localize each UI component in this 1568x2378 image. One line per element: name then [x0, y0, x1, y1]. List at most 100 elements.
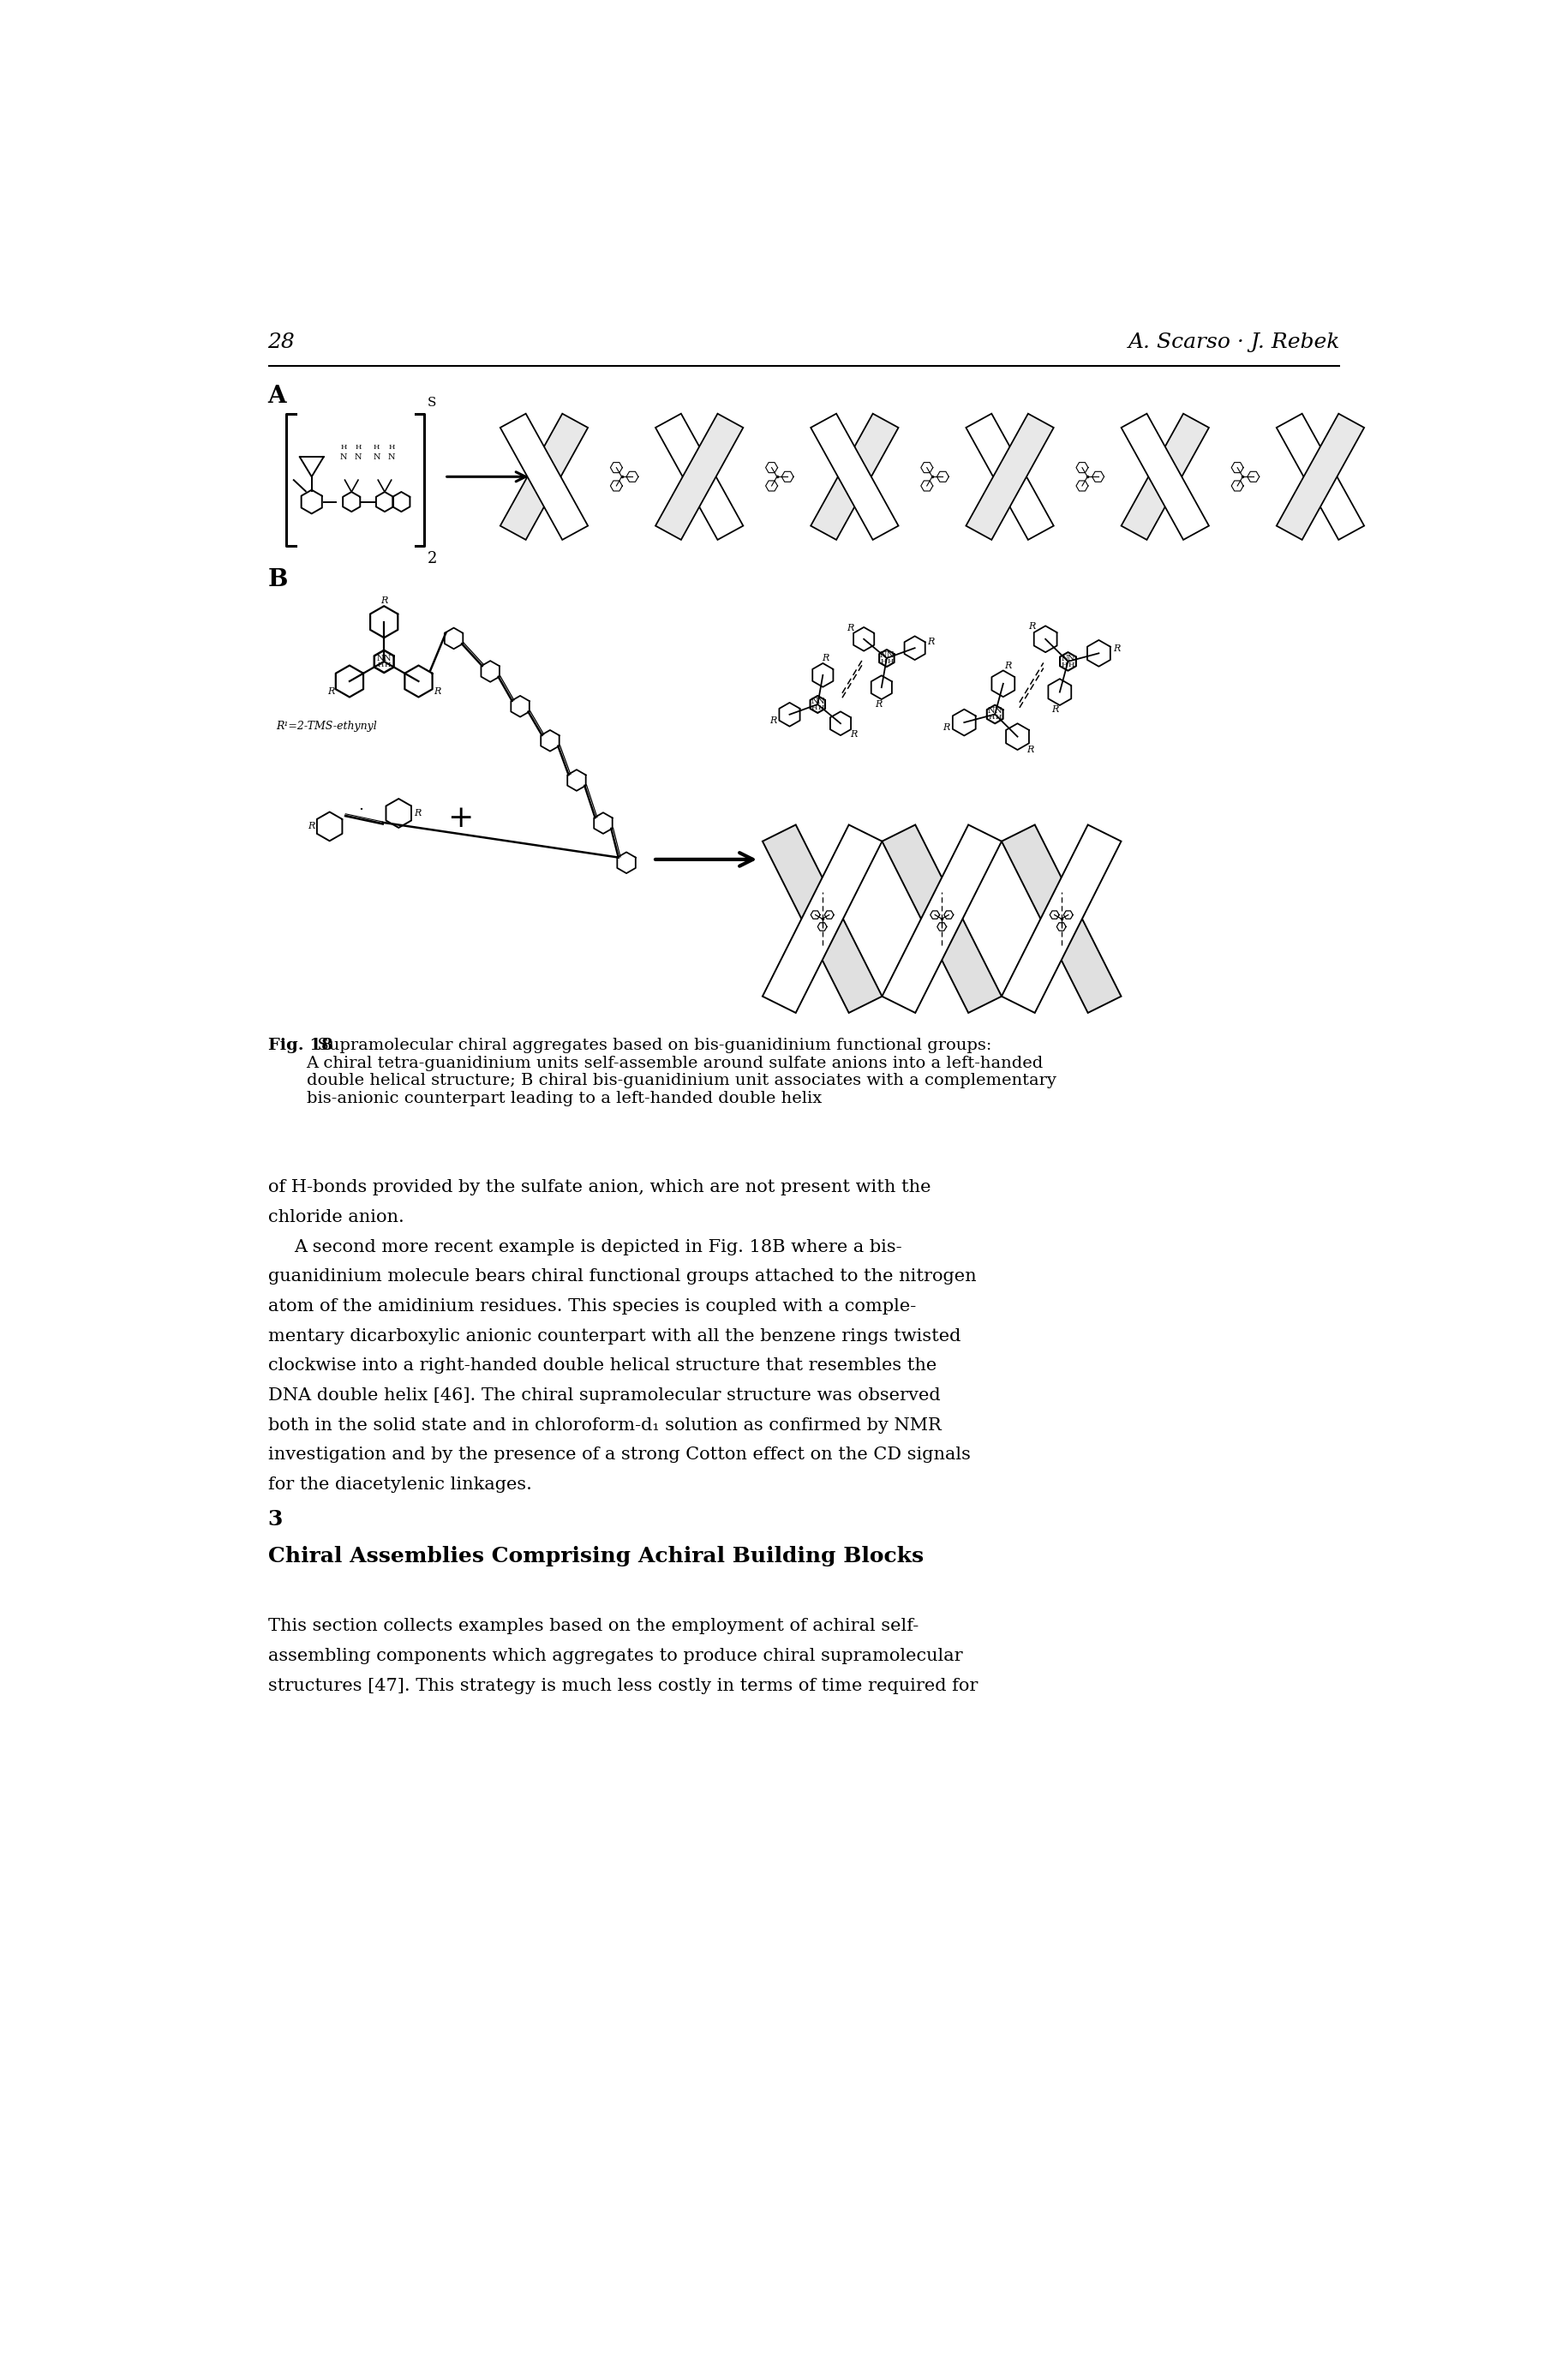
Text: A: A [268, 385, 287, 407]
Text: N: N [373, 454, 379, 461]
Text: H: H [988, 713, 994, 721]
Text: R: R [875, 699, 881, 709]
Text: R: R [927, 637, 935, 647]
Polygon shape [809, 697, 825, 713]
Polygon shape [779, 702, 800, 725]
Text: R: R [770, 716, 776, 725]
Text: for the diacetylenic linkages.: for the diacetylenic linkages. [268, 1477, 532, 1493]
Text: R: R [1004, 661, 1011, 671]
Text: R: R [379, 597, 387, 604]
Text: Supramolecular chiral aggregates based on bis-guanidinium functional groups:
⁠A : Supramolecular chiral aggregates based o… [306, 1037, 1055, 1106]
Text: N: N [994, 706, 1002, 716]
Text: structures [47]. This strategy is much less costly in terms of time required for: structures [47]. This strategy is much l… [268, 1676, 977, 1693]
Polygon shape [966, 414, 1054, 540]
Text: R: R [1029, 621, 1035, 630]
Text: A second more recent example is depicted in Fig. 18B where a bis-: A second more recent example is depicted… [295, 1239, 902, 1256]
Polygon shape [762, 825, 881, 1013]
Text: H: H [354, 445, 361, 449]
Text: N: N [340, 454, 347, 461]
Text: R: R [433, 687, 441, 697]
Text: H: H [373, 445, 379, 449]
Text: atom of the amidinium residues. This species is coupled with a comple-: atom of the amidinium residues. This spe… [268, 1298, 916, 1315]
Text: R: R [850, 730, 856, 740]
Polygon shape [811, 414, 898, 540]
Text: S: S [426, 397, 436, 409]
Text: R: R [328, 687, 334, 697]
Polygon shape [870, 675, 891, 699]
Text: R: R [307, 823, 315, 830]
Text: mentary dicarboxylic anionic counterpart with all the benzene rings twisted: mentary dicarboxylic anionic counterpart… [268, 1327, 960, 1344]
Text: A. Scarso · J. Rebek: A. Scarso · J. Rebek [1127, 333, 1339, 352]
Polygon shape [655, 414, 743, 540]
Polygon shape [952, 709, 975, 735]
Polygon shape [881, 825, 1000, 1013]
Text: ·: · [358, 801, 364, 818]
Text: H: H [384, 661, 390, 668]
Text: Fig. 18: Fig. 18 [268, 1037, 332, 1053]
Polygon shape [500, 414, 588, 540]
Polygon shape [812, 663, 833, 687]
Text: N: N [376, 654, 384, 661]
Polygon shape [1276, 414, 1364, 540]
Polygon shape [762, 825, 881, 1013]
Text: 28: 28 [268, 333, 295, 352]
Text: R: R [942, 723, 949, 732]
Polygon shape [405, 666, 433, 697]
Text: H: H [1062, 661, 1068, 668]
Text: Chiral Assemblies Comprising Achiral Building Blocks: Chiral Assemblies Comprising Achiral Bui… [268, 1546, 924, 1567]
Polygon shape [991, 671, 1014, 697]
Text: N: N [1060, 654, 1068, 661]
Text: chloride anion.: chloride anion. [268, 1208, 403, 1225]
Polygon shape [1000, 825, 1121, 1013]
Text: R: R [1113, 644, 1120, 654]
Text: H: H [886, 659, 892, 666]
Text: H: H [994, 713, 1000, 721]
Polygon shape [829, 711, 850, 735]
Text: N: N [988, 706, 994, 716]
Text: of H-bonds provided by the sulfate anion, which are not present with the: of H-bonds provided by the sulfate anion… [268, 1179, 930, 1196]
Text: R: R [414, 809, 420, 818]
Polygon shape [500, 414, 588, 540]
Polygon shape [336, 666, 364, 697]
Polygon shape [370, 606, 398, 637]
Polygon shape [1000, 825, 1121, 1013]
Text: N: N [1068, 654, 1074, 661]
Polygon shape [878, 649, 894, 666]
Text: This section collects examples based on the employment of achiral self-: This section collects examples based on … [268, 1619, 917, 1634]
Polygon shape [986, 704, 1002, 723]
Polygon shape [903, 637, 925, 659]
Polygon shape [1047, 678, 1071, 706]
Text: H: H [1068, 661, 1074, 668]
Polygon shape [966, 414, 1054, 540]
Text: +: + [447, 804, 474, 832]
Text: 3: 3 [268, 1510, 282, 1529]
Text: R: R [822, 654, 829, 663]
Polygon shape [1005, 723, 1029, 749]
Polygon shape [655, 414, 743, 540]
Polygon shape [853, 628, 873, 652]
Text: N: N [886, 652, 894, 659]
Text: R¹=2-TMS-ethynyl: R¹=2-TMS-ethynyl [276, 721, 376, 732]
Text: B: B [268, 568, 287, 590]
Polygon shape [1276, 414, 1364, 540]
Text: both in the solid state and in chloroform-d₁ solution as confirmed by NMR: both in the solid state and in chlorofor… [268, 1417, 941, 1434]
Text: 2: 2 [426, 552, 437, 566]
Text: DNA double helix [46]. The chiral supramolecular structure was observed: DNA double helix [46]. The chiral supram… [268, 1386, 939, 1403]
Polygon shape [1121, 414, 1209, 540]
Polygon shape [1033, 625, 1057, 652]
Text: H: H [817, 704, 823, 711]
Text: N: N [387, 454, 395, 461]
Text: R: R [847, 623, 853, 633]
Text: investigation and by the presence of a strong Cotton effect on the CD signals: investigation and by the presence of a s… [268, 1446, 969, 1462]
Text: H: H [340, 445, 347, 449]
Text: R: R [1051, 706, 1058, 713]
Text: H: H [880, 659, 886, 666]
Text: R: R [1027, 744, 1033, 754]
Polygon shape [1121, 414, 1209, 540]
Text: H: H [811, 704, 817, 711]
Polygon shape [1087, 640, 1110, 666]
Text: H: H [378, 661, 384, 668]
Text: N: N [817, 697, 825, 704]
Text: N: N [384, 654, 390, 661]
Text: clockwise into a right-handed double helical structure that resembles the: clockwise into a right-handed double hel… [268, 1358, 936, 1374]
